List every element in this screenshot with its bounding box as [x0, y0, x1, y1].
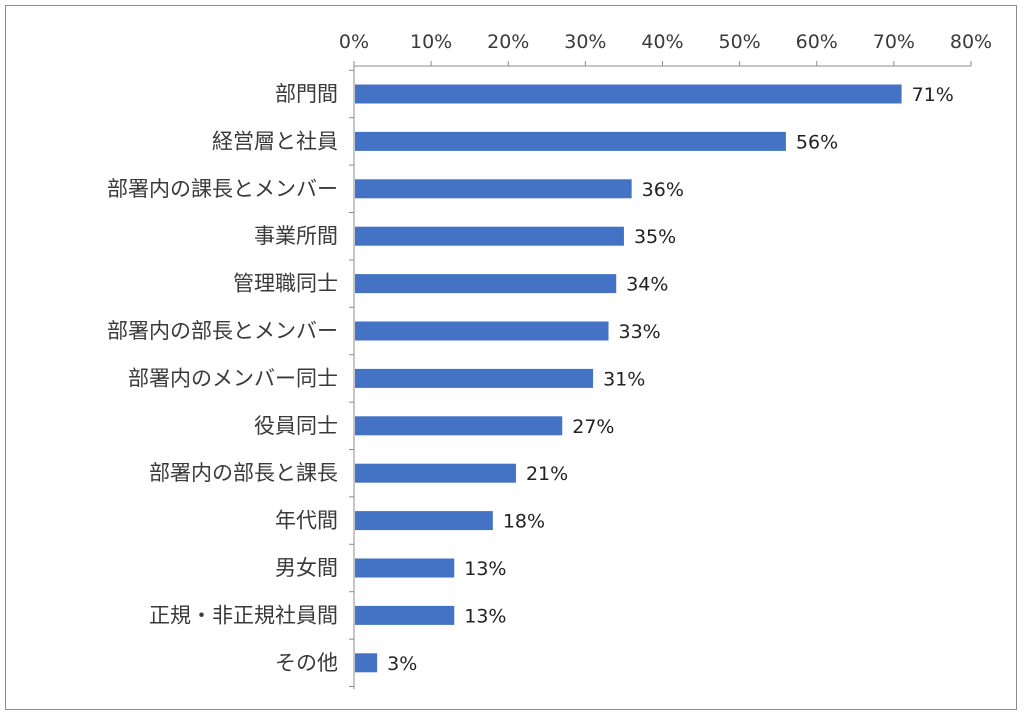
bar [355, 179, 632, 199]
x-tick-label: 50% [719, 31, 761, 53]
data-label: 18% [503, 511, 545, 533]
bar [355, 131, 786, 151]
x-tick-label: 20% [487, 31, 529, 53]
x-tick-label: 10% [410, 31, 452, 53]
data-label: 35% [634, 226, 676, 248]
chart-frame: 0% 10% 20% 30% 40% 50% 60% 70% 80% 部門間 71% 経営層と社員 5… [5, 5, 1017, 710]
x-tick-label: 70% [873, 31, 915, 53]
category-label: 年代間 [275, 509, 338, 533]
bar [355, 605, 455, 625]
bar [355, 653, 378, 673]
category-label: 管理職同士 [233, 272, 338, 296]
x-tick-label: 0% [339, 31, 369, 53]
category-label: 事業所間 [254, 224, 338, 248]
data-label: 3% [387, 653, 417, 675]
category-label: 部門間 [275, 82, 338, 106]
bar [355, 558, 455, 578]
category-label: 部署内のメンバー同士 [128, 366, 338, 390]
bar [355, 226, 624, 246]
category-label: 男女間 [275, 556, 338, 580]
data-label: 13% [464, 605, 506, 627]
category-label: 部署内の課長とメンバー [107, 177, 338, 201]
category-label: 部署内の部長とメンバー [107, 319, 338, 343]
labels-layer: 部門間 71% 経営層と社員 56% 部署内の課長とメンバー 36% 事業所間 35% 管理職同… [107, 82, 954, 675]
data-label: 71% [912, 84, 954, 106]
category-label: 正規・非正規社員間 [149, 603, 338, 627]
bar [355, 416, 563, 436]
bar [355, 274, 617, 294]
x-tick-label: 30% [564, 31, 606, 53]
data-label: 21% [526, 463, 568, 485]
data-label: 33% [619, 321, 661, 343]
bar [355, 463, 516, 483]
bar [355, 84, 902, 104]
x-tick-label: 60% [796, 31, 838, 53]
bars-layer [355, 84, 902, 673]
data-label: 34% [626, 274, 668, 296]
category-label: 経営層と社員 [212, 129, 338, 153]
data-label: 36% [642, 179, 684, 201]
x-tick-label: 40% [641, 31, 683, 53]
bar [355, 511, 493, 531]
bar-chart: 0% 10% 20% 30% 40% 50% 60% 70% 80% 部門間 71% 経営層と社員 5… [107, 31, 992, 689]
bar [355, 368, 594, 388]
data-label: 27% [572, 416, 614, 438]
bar [355, 321, 609, 341]
data-label: 56% [796, 131, 838, 153]
data-label: 31% [603, 368, 645, 390]
x-tick-label: 80% [950, 31, 992, 53]
data-label: 13% [464, 558, 506, 580]
category-label: 部署内の部長と課長 [149, 461, 338, 485]
category-label: 役員同士 [254, 414, 338, 438]
category-label: その他 [275, 651, 338, 675]
axis-layer: 0% 10% 20% 30% 40% 50% 60% 70% 80% [339, 31, 992, 689]
